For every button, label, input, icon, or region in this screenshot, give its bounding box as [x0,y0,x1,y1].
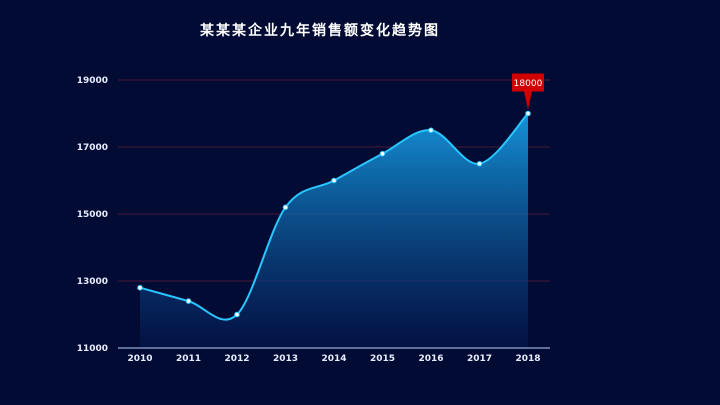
x-tick-label: 2010 [127,354,152,364]
data-point [185,298,192,304]
chart-title: 某某某企业九年销售额变化趋势图 [200,23,440,39]
data-point [282,204,289,211]
callout-label: 18000 [514,79,543,89]
y-tick-label: 13000 [77,277,108,287]
y-tick-label: 19000 [77,76,108,86]
data-point [476,160,483,167]
y-tick-label: 11000 [77,344,108,354]
x-tick-label: 2016 [418,354,443,364]
y-tick-label: 15000 [77,210,108,220]
data-point [137,284,143,291]
x-tick-label: 2013 [273,354,298,364]
data-point [331,177,337,184]
data-point [379,150,386,157]
x-tick-label: 2018 [515,354,540,364]
callout-pointer [524,91,532,110]
data-point [525,110,531,117]
data-point [234,311,240,318]
series-line [139,112,529,321]
x-tick-label: 2011 [176,354,201,364]
callout-box [512,73,544,92]
y-tick-label: 17000 [77,143,108,153]
data-point [428,127,434,134]
x-tick-label: 2012 [224,354,249,364]
x-tick-label: 2015 [370,354,395,364]
x-tick-label: 2017 [467,354,492,364]
series-area [140,113,528,348]
x-tick-label: 2014 [321,354,346,364]
